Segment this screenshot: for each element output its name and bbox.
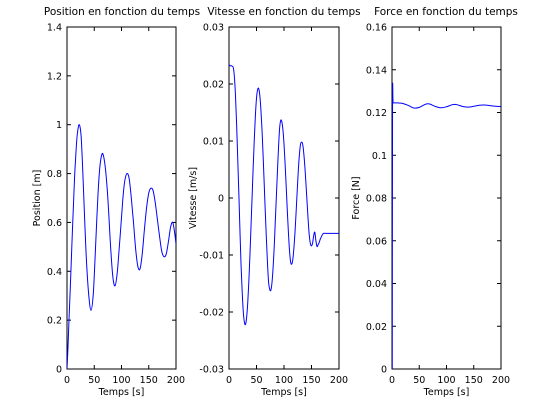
x-tick-label: 0: [64, 375, 70, 386]
chart-title: Vitesse en fonction du temps: [207, 6, 360, 18]
y-axis-label: Position [m]: [32, 170, 43, 227]
y-tick-label: 0.12: [366, 108, 387, 119]
y-tick-label: 0.16: [366, 23, 387, 34]
x-tick-label: 0: [389, 375, 395, 386]
x-tick-label: 150: [302, 375, 320, 386]
y-tick-label: 0: [56, 365, 62, 376]
y-tick-label: 0: [381, 365, 387, 376]
series-line: [229, 64, 339, 326]
x-tick-label: 200: [492, 375, 510, 386]
y-tick-label: 0: [218, 194, 224, 205]
x-tick-label: 200: [330, 375, 348, 386]
y-tick-label: 0.08: [366, 194, 387, 205]
subplot-2: 0 50 100 150 200 -0.03 -0.02 -0.01 0 0.01 0.02 0.03…: [188, 6, 361, 398]
y-axis-label: Vitesse [m/s]: [188, 167, 199, 229]
x-tick-label: 50: [250, 375, 262, 386]
y-tick-label: -0.01: [199, 251, 224, 262]
y-tick-label: 1: [56, 120, 62, 131]
y-tick-label: 0.4: [47, 267, 62, 278]
plot-frame: [391, 26, 502, 370]
x-axis-label: Temps [s]: [98, 387, 145, 398]
x-tick-label: 50: [88, 375, 100, 386]
chart-title: Position en fonction du temps: [44, 6, 200, 18]
y-tick-label: 1.2: [47, 71, 62, 82]
chart-title: Force en fonction du temps: [374, 6, 518, 18]
y-tick-label: 0.01: [203, 137, 224, 148]
x-tick-label: 150: [140, 375, 158, 386]
x-tick-label: 150: [465, 375, 483, 386]
subplot-3: 0 50 100 150 200 0 0.02 0.04 0.06 0.08 0.1 0.12 0.14…: [351, 6, 518, 398]
x-tick-label: 100: [437, 375, 455, 386]
x-tick-label: 50: [413, 375, 425, 386]
series-line: [392, 82, 501, 369]
plot-frame: [228, 26, 340, 370]
y-tick-label: 0.03: [203, 23, 224, 34]
x-tick-label: 100: [275, 375, 293, 386]
y-axis-label: Force [N]: [351, 176, 362, 219]
y-tick-label: 0.6: [47, 218, 62, 229]
x-tick-label: 200: [167, 375, 185, 386]
x-axis-label: Temps [s]: [260, 387, 307, 398]
x-tick-label: 0: [226, 375, 232, 386]
x-axis-label: Temps [s]: [423, 387, 470, 398]
y-tick-label: 1.4: [47, 23, 62, 34]
y-tick-label: -0.03: [199, 365, 224, 376]
x-tick-label: 100: [112, 375, 130, 386]
y-tick-label: 0.8: [47, 169, 62, 180]
series-line: [67, 124, 176, 369]
y-tick-label: 0.04: [366, 279, 387, 290]
y-tick-label: 0.2: [47, 316, 62, 327]
y-tick-label: -0.02: [199, 308, 224, 319]
y-tick-label: 0.14: [366, 65, 387, 76]
y-tick-label: 0.02: [203, 80, 224, 91]
subplot-1: 0 50 100 150 200 0 0.2 0.4 0.6 0.8 1 1.2 1.4 Position…: [32, 6, 200, 398]
y-tick-label: 0.1: [372, 151, 387, 162]
y-tick-label: 0.06: [366, 236, 387, 247]
y-tick-label: 0.02: [366, 322, 387, 333]
